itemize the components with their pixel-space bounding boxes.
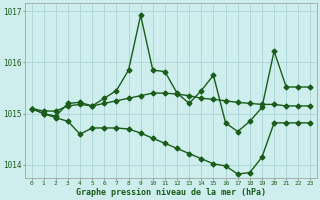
X-axis label: Graphe pression niveau de la mer (hPa): Graphe pression niveau de la mer (hPa) (76, 188, 266, 197)
